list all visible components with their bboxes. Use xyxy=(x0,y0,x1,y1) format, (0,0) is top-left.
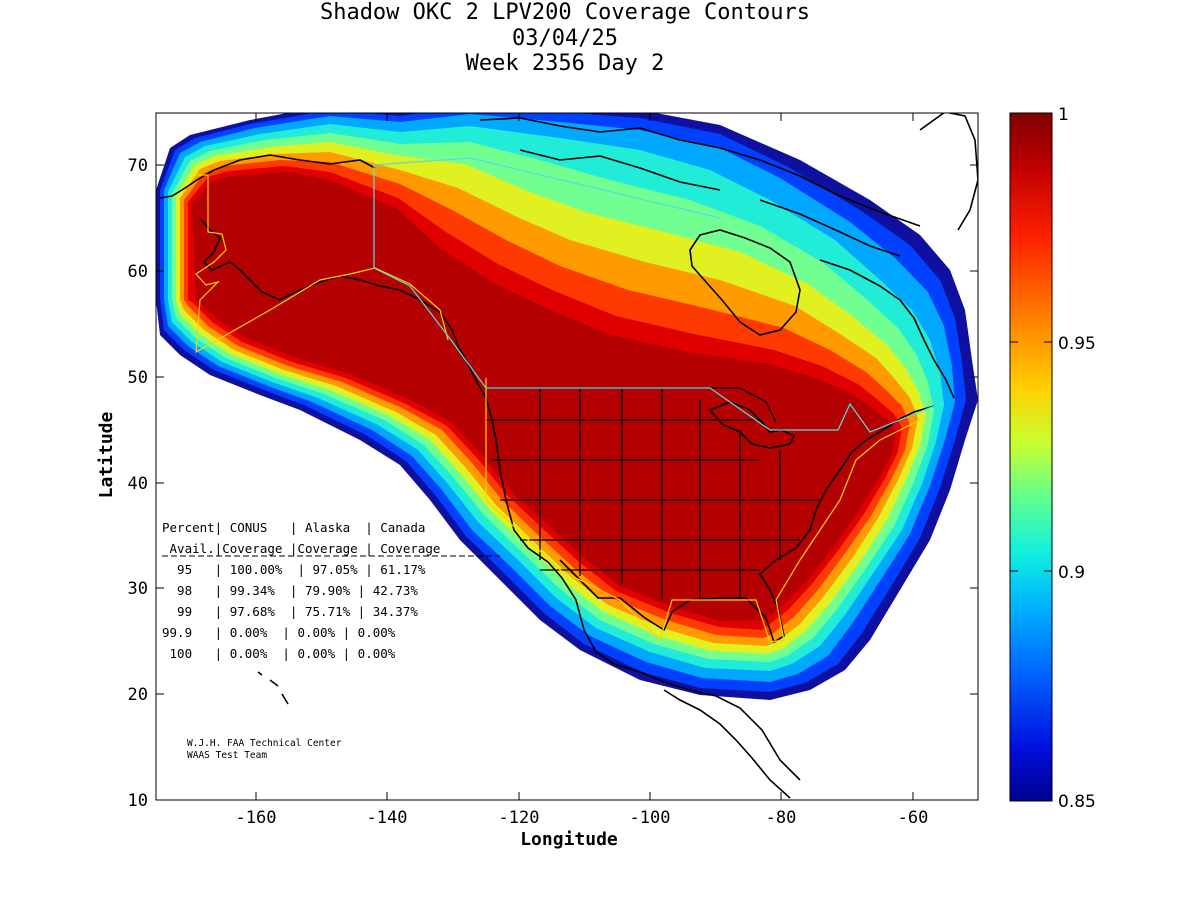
hawaii-islands xyxy=(257,671,289,705)
chart-title: Shadow OKC 2 LPV200 Coverage Contours xyxy=(319,0,811,25)
coastlines xyxy=(159,113,978,799)
table-header: Percent| CONUS | Alaska | Canada xyxy=(162,520,426,535)
colorbar xyxy=(1009,112,1053,802)
x-tick-marks xyxy=(255,113,914,800)
table-row: 95 | 100.00% | 97.05% | 61.17% xyxy=(162,562,426,577)
table-row: 99 | 97.68% | 75.71% | 34.37% xyxy=(162,604,418,619)
x-tick-label: -60 xyxy=(898,808,929,828)
table-header: Avail.|Coverage |Coverage | Coverage xyxy=(162,541,441,556)
arctic-islands xyxy=(479,117,921,257)
credit-block: W.J.H. FAA Technical Center WAAS Test Tea… xyxy=(187,738,341,762)
plot-frame xyxy=(155,112,979,801)
x-axis-label: Longitude xyxy=(520,829,618,850)
x-tick-label: -120 xyxy=(499,808,540,828)
region-boundaries xyxy=(195,157,945,643)
labrador-coast xyxy=(819,259,955,399)
table-row: 98 | 99.34% | 79.90% | 42.73% xyxy=(162,583,418,598)
y-tick-label: 60 xyxy=(128,262,148,282)
table-row: 100 | 0.00% | 0.00% | 0.00% xyxy=(162,646,396,661)
y-tick-marks xyxy=(156,164,978,801)
y-tick-label: 40 xyxy=(128,474,148,494)
hudson-bay xyxy=(689,229,801,336)
y-tick-label: 30 xyxy=(128,579,148,599)
y-tick-label: 50 xyxy=(128,368,148,388)
y-tick-label: 10 xyxy=(128,791,148,811)
x-tick-label: -160 xyxy=(236,808,277,828)
y-tick-label: 70 xyxy=(128,156,148,176)
y-axis-label: Latitude xyxy=(96,411,117,498)
x-tick-label: -140 xyxy=(367,808,408,828)
gulf-coast xyxy=(559,405,935,644)
x-tick-label: -80 xyxy=(766,808,797,828)
table-row: 99.9 | 0.00% | 0.00% | 0.00% xyxy=(162,625,396,640)
y-tick-label: 20 xyxy=(128,685,148,705)
colorbar-tick-label: 0.95 xyxy=(1058,334,1096,354)
chart-week: Week 2356 Day 2 xyxy=(465,51,665,76)
coverage-band xyxy=(192,172,896,621)
x-tick-label: -100 xyxy=(630,808,671,828)
credit-line: WAAS Test Team xyxy=(187,750,268,761)
credit-line: W.J.H. FAA Technical Center xyxy=(187,738,342,749)
colorbar-ticks xyxy=(1010,341,1052,572)
colorbar-tick-label: 0.85 xyxy=(1058,792,1096,812)
colorbar-tick-label: 1 xyxy=(1058,105,1069,125)
us-states xyxy=(486,387,820,600)
alaska-coast xyxy=(159,154,467,361)
central-america xyxy=(663,689,791,799)
colorbar-tick-label: 0.9 xyxy=(1058,563,1085,583)
greenland xyxy=(919,113,978,231)
coverage-table: Percent| CONUS | Alaska | Canada Avail.|… xyxy=(162,517,440,664)
chart-date: 03/04/25 xyxy=(512,26,618,51)
west-coast xyxy=(465,359,801,781)
